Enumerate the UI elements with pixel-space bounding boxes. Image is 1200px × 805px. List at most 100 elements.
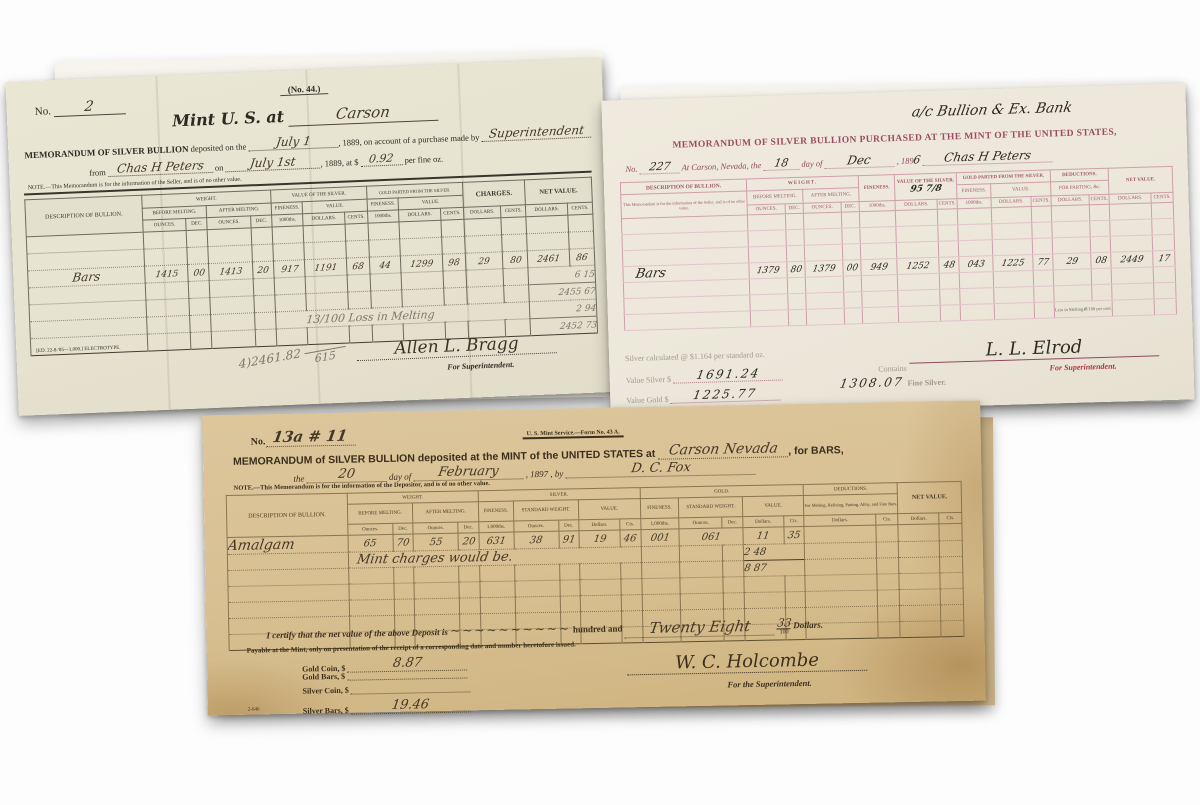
doc3-title-for-bars: , for BARS, bbox=[788, 444, 844, 458]
doc3-hundred-and: hundred and bbox=[572, 623, 623, 635]
doc2-fine-silver-label: Fine Silver. bbox=[907, 377, 947, 388]
doc2-h-fineness: FINENESS. bbox=[858, 174, 896, 202]
doc2-year-printed: , 189 bbox=[896, 155, 914, 166]
doc3-silver-bars-line: Silver Bars, $ 19.46 bbox=[302, 696, 471, 716]
doc2-row-gold-fineness: 043 bbox=[966, 259, 986, 270]
doc2-year-hw: 6 bbox=[912, 153, 922, 167]
doc3-for-superintendent: For the Superintendent. bbox=[727, 677, 812, 690]
doc3-h-cts2: Cts. bbox=[783, 515, 805, 527]
doc1-row-after-oz: 1413 bbox=[218, 266, 244, 278]
doc2-rate-annotation: 95 7/8 bbox=[909, 183, 943, 195]
doc3-gold-bars-label: Gold Bars, $ bbox=[302, 671, 346, 682]
doc1-h-cents4: CENTS. bbox=[567, 202, 593, 216]
doc2-value-gold-label: Value Gold $ bbox=[626, 394, 669, 406]
doc2-at-carson: At Carson, Nevada, the bbox=[681, 160, 762, 173]
doc3-squiggle: ~~~~~~~~~~ bbox=[449, 621, 572, 638]
doc3-charges-note: Mint charges would be. bbox=[355, 549, 514, 568]
doc1-from-name: Chas H Peters bbox=[115, 158, 205, 176]
doc3-h-ounces4: Ounces. bbox=[679, 517, 723, 529]
doc3-h-cts4: Cts. bbox=[939, 512, 962, 524]
doc3-h-silver-fineness: FINENESS. bbox=[478, 501, 514, 522]
doc1-pencil-1: 6 15 bbox=[574, 269, 596, 280]
doc2-row-gold-cents: 77 bbox=[1036, 257, 1050, 268]
doc1-h-charges: CHARGES. bbox=[462, 179, 526, 208]
doc1-row-gold-dollars: 1299 bbox=[409, 258, 434, 270]
doc2-stamp-calculated: Silver calculated @ $1.164 per standard … bbox=[624, 349, 765, 364]
doc2-row-net-cents: 17 bbox=[1157, 253, 1171, 265]
doc1-row-silver-dollars: 1191 bbox=[313, 262, 338, 274]
doc2-contains-value: 1308.07 bbox=[838, 374, 905, 391]
doc2-less-label: Less in Melting bbox=[1054, 306, 1084, 312]
doc2-h-dec2: DEC. bbox=[841, 201, 860, 213]
doc2-seller: Chas H Peters bbox=[942, 147, 1033, 165]
doc2-for-superintendent: For Superintendent. bbox=[1049, 361, 1117, 373]
doc1-deposited-on: deposited on the bbox=[190, 141, 247, 154]
doc3-row-silver-std-oz: 38 bbox=[529, 534, 544, 546]
doc3-h-dec2: Dec. bbox=[458, 521, 479, 534]
doc1-pencil-4: 2452 73 bbox=[559, 320, 598, 332]
doc3-h-dec4: Dec. bbox=[722, 516, 743, 529]
doc1-h-cents3: CENTS. bbox=[500, 204, 527, 218]
doc2-h-cents: CENTS. bbox=[937, 198, 958, 210]
doc2-row-silver-cents: 48 bbox=[942, 260, 956, 271]
doc3-h-deductions-note: For Melting, Refining, Parting, Alloy, a… bbox=[803, 493, 899, 516]
doc3-number-line: No. 13a # 11 bbox=[250, 426, 356, 448]
doc3-h-silver-std: STANDARD WEIGHT. bbox=[512, 499, 579, 522]
doc2-month: Dec bbox=[846, 152, 873, 168]
doc3-row-gold-value-cts: 35 bbox=[786, 529, 802, 541]
doc1-row-gold-cents: 98 bbox=[447, 257, 461, 269]
doc3-day-of: day of bbox=[388, 471, 412, 482]
doc3-form-number: U. S. Mint Service.—Form No. 43 A. bbox=[522, 429, 624, 440]
doc3-h-ounces3: Ounces. bbox=[513, 520, 559, 533]
doc3-h-gold-std: STANDARD WEIGHT. bbox=[678, 496, 743, 518]
doc3-day: 20 bbox=[337, 466, 357, 482]
doc3-row-after-oz: 55 bbox=[428, 536, 444, 548]
doc3-h-dec: Dec. bbox=[392, 522, 414, 535]
doc3-h-1000ths: 1,000ths. bbox=[478, 521, 514, 533]
memo-1897-deposit-document: No. 13a # 11 U. S. Mint Service.—Form No.… bbox=[202, 400, 986, 716]
doc2-h-cents2: CENTS. bbox=[1031, 195, 1052, 207]
doc3-h-dollars2: Dollars. bbox=[742, 515, 784, 528]
doc3-dollars-label: Dollars. bbox=[793, 619, 824, 631]
doc2-row-deductions-cents: 08 bbox=[1094, 255, 1108, 267]
doc1-row-before-oz: 1415 bbox=[154, 268, 179, 280]
doc3-no-value: 13a # 11 bbox=[271, 426, 349, 447]
doc3-row-gold-value-dollars: 11 bbox=[756, 530, 771, 542]
doc1-pencil-calc: 4)2461.82 615 bbox=[238, 345, 347, 371]
doc3-h-dollars: Dollars. bbox=[578, 518, 620, 531]
doc3-amount-cents: 33 bbox=[776, 616, 793, 630]
doc1-signature: Allen L. Bragg bbox=[394, 333, 519, 359]
doc2-day-of: day of bbox=[801, 158, 823, 169]
doc1-h-dec2: DEC. bbox=[250, 215, 273, 228]
doc1-row-charges-cents: 80 bbox=[508, 255, 522, 266]
doc3-amount-words: Twenty Eight bbox=[647, 616, 752, 637]
doc1-from-label: from bbox=[89, 167, 106, 178]
doc3-h-gold-value: VALUE. bbox=[742, 495, 805, 517]
memo-1889-carson-document: No. 2 (No. 44.) Mint U. S. at Carson MEM… bbox=[5, 58, 615, 416]
doc3-row-silver-value-dollars: 19 bbox=[592, 533, 607, 545]
doc2-value-silver: 1691.24 bbox=[694, 366, 762, 383]
doc1-deposit-year: , 1889, on account of a purchase made by bbox=[338, 132, 480, 148]
doc1-h-cents2: CENTS. bbox=[440, 207, 464, 221]
doc1-pencil-2: 2455 67 bbox=[557, 286, 596, 298]
doc3-month: February bbox=[437, 463, 500, 480]
doc1-deposit-date: July 1 bbox=[274, 133, 312, 150]
doc1-h-net: NET VALUE. bbox=[524, 177, 593, 205]
doc2-value-gold: 1225.77 bbox=[692, 386, 759, 403]
doc3-silver-bars-label: Silver Bars, $ bbox=[302, 705, 349, 716]
doc1-row-net-cents: 86 bbox=[575, 252, 589, 263]
doc3-h-1000ths2: 1,000ths. bbox=[640, 517, 680, 530]
doc1-on-date: July 1st bbox=[249, 154, 297, 171]
doc2-less-denominator: 100 bbox=[1088, 305, 1096, 311]
doc1-row-after-dec: 20 bbox=[256, 265, 270, 276]
doc3-h-gold-fineness: FINENESS. bbox=[639, 497, 680, 519]
doc2-row-before-dec: 80 bbox=[789, 264, 803, 276]
doc3-row-after-dec: 20 bbox=[461, 535, 476, 548]
doc2-day: 18 bbox=[773, 156, 790, 170]
doc1-pencil-3: 2 94 bbox=[575, 303, 597, 314]
doc3-h-ounces2: Ounces. bbox=[413, 522, 459, 534]
doc2-no-label: No. bbox=[625, 163, 638, 175]
doc1-title-place: Carson bbox=[334, 102, 392, 123]
doc2-table: DESCRIPTION OF BULLION. WEIGHT. FINENESS… bbox=[619, 165, 1178, 332]
